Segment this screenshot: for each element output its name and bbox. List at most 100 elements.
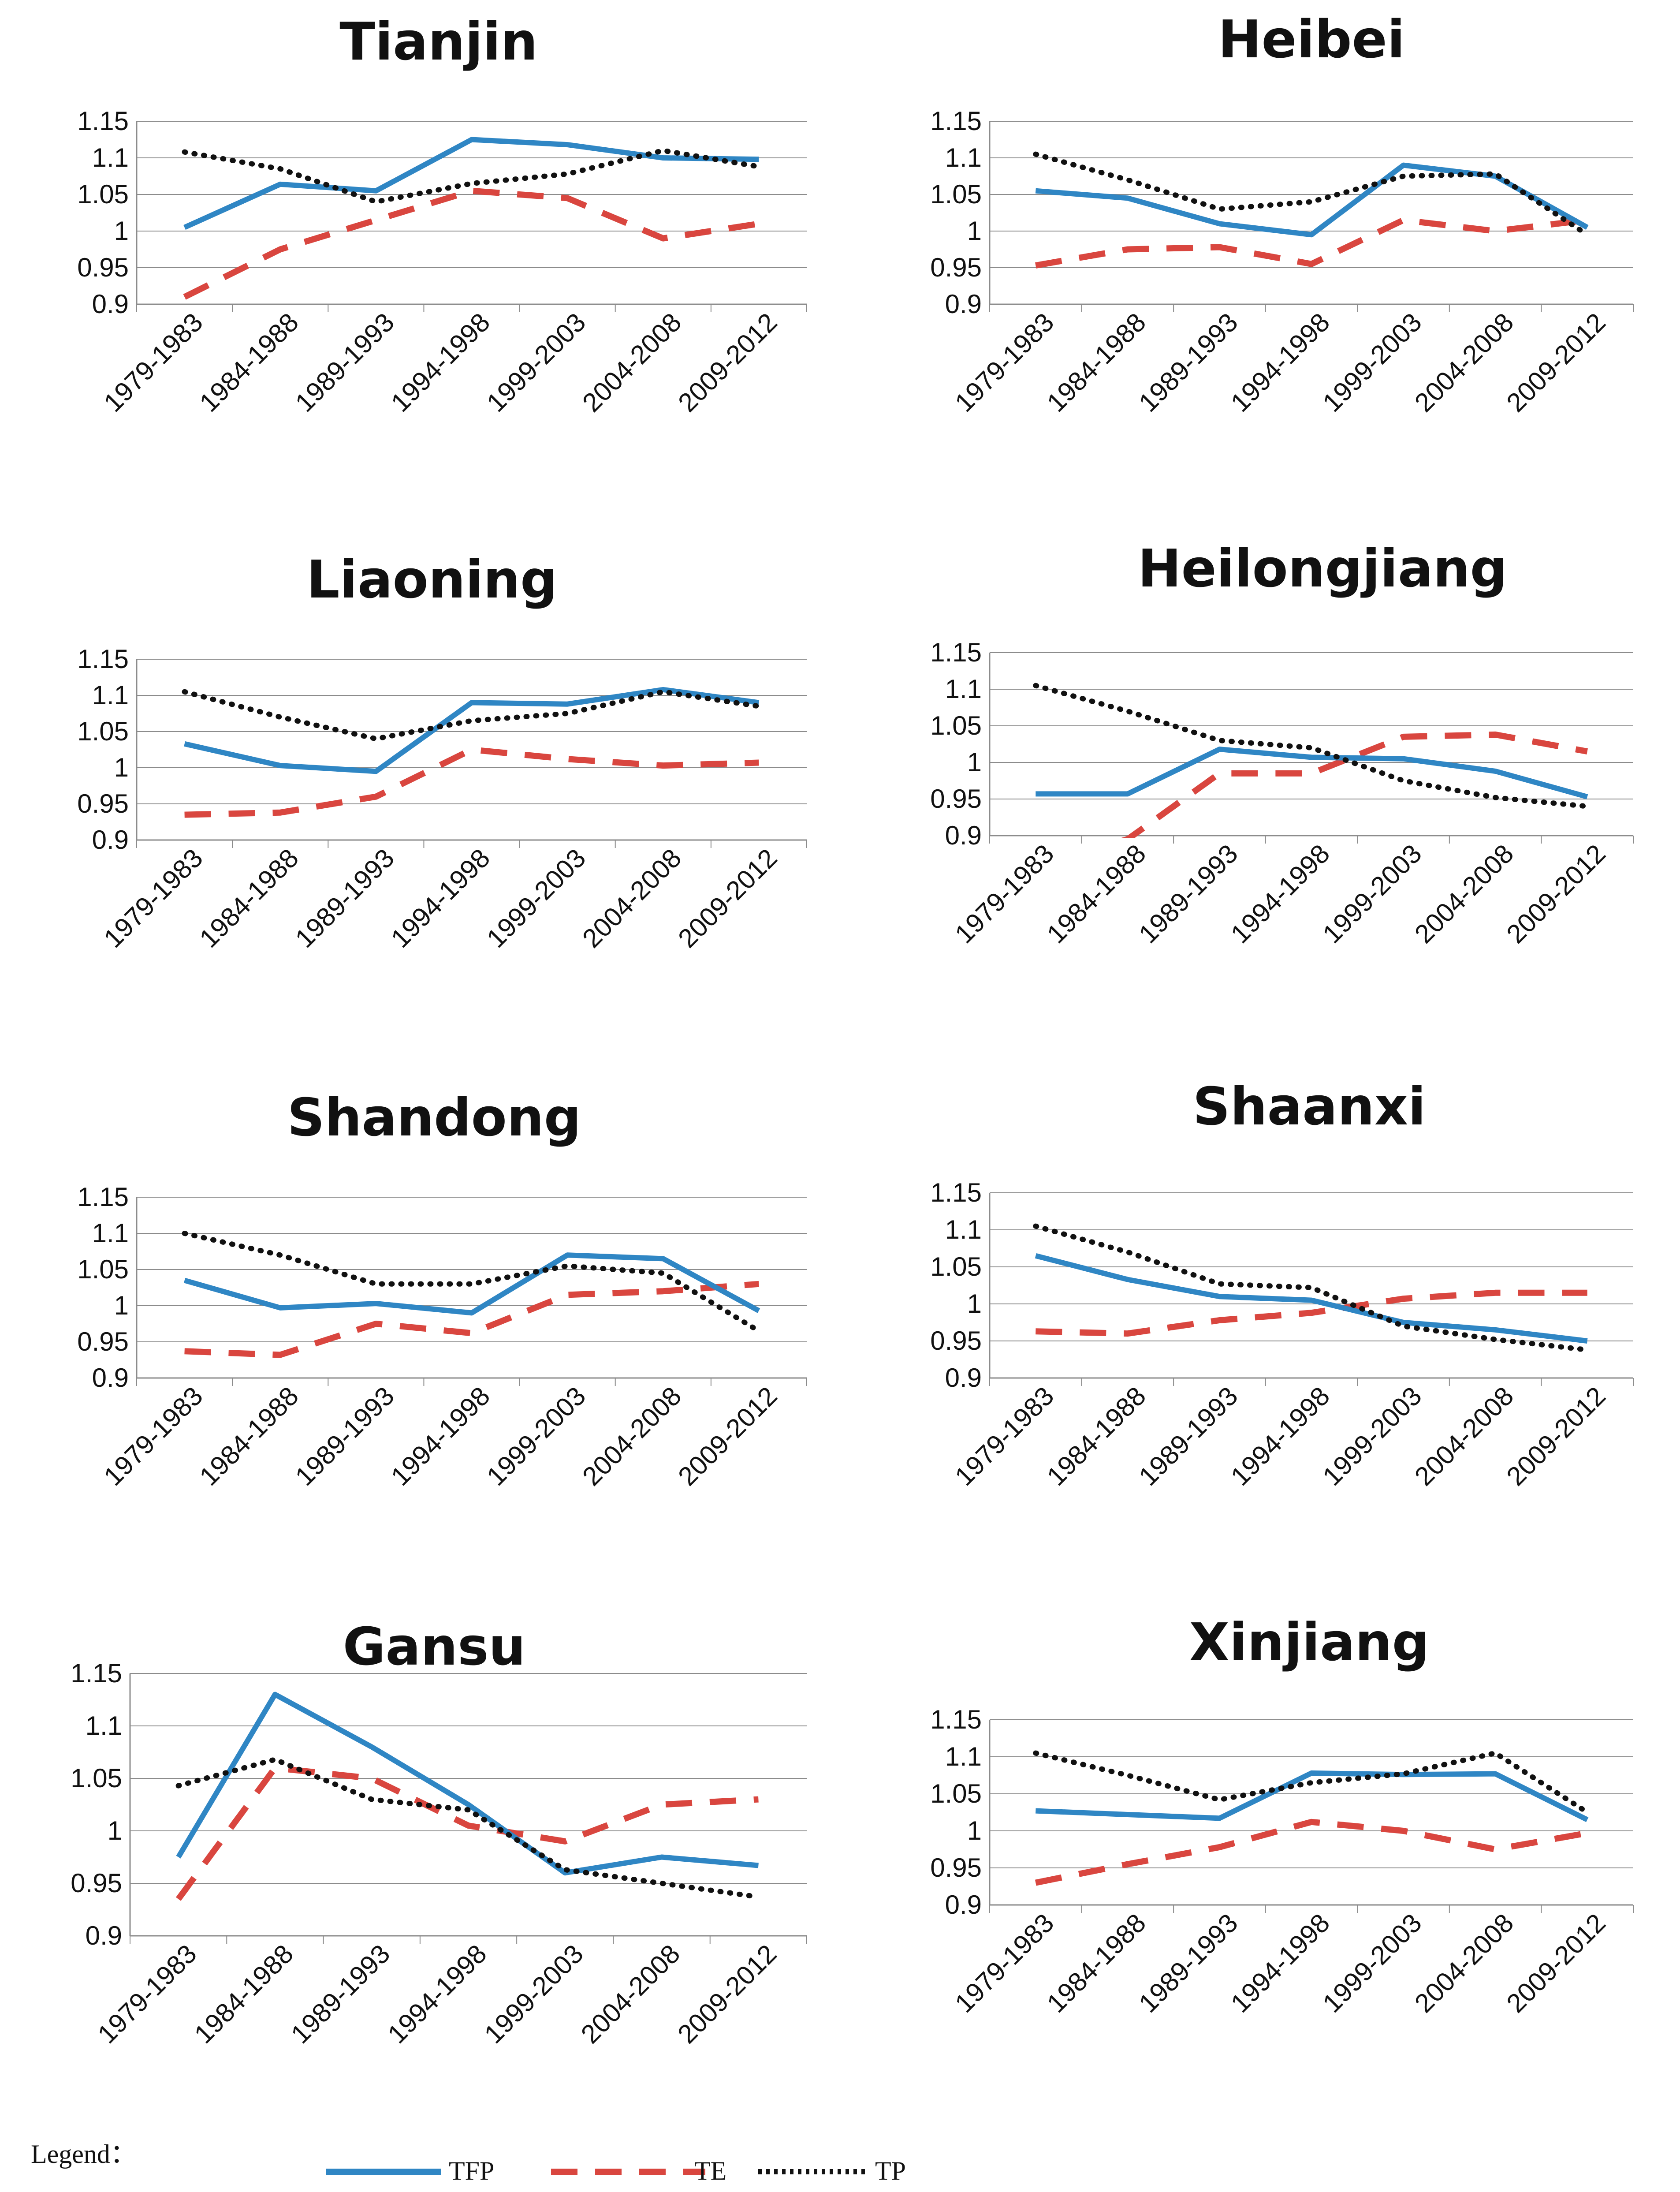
series-line-tfp (184, 687, 760, 774)
x-tick-label: 1994-1998 (1225, 1908, 1335, 2018)
x-tick-label: 1984-1988 (1041, 307, 1151, 418)
chart-heilongjiang: Heilongjiang 0.9 0.95 1 1.05 1.1 1.15 1979-1983… (930, 538, 1634, 949)
x-tick-label: 1999-2003 (1317, 1381, 1427, 1491)
x-tick-label: 2009-2012 (672, 1381, 782, 1491)
chart-title: Gansu (343, 1616, 526, 1677)
legend-label: Legend： (31, 2140, 137, 2169)
x-tick-label: 2004-2008 (577, 1381, 687, 1491)
x-tick-label: 1989-1993 (290, 1381, 400, 1491)
x-tick-label: 1979-1983 (98, 1381, 208, 1491)
series-line-tp (175, 1757, 761, 1900)
x-tick-label: 1984-1988 (189, 1939, 299, 2049)
chart-tianjin: Tianjin 0.9 0.95 1 1.05 1.1 1.15 1979-19831984-… (77, 11, 807, 418)
chart-panels: Tianjin0.90.9511.051.11.151979-19831984-… (71, 9, 1634, 2049)
y-tick-label: 1.05 (77, 179, 129, 209)
x-tick-label: 2004-2008 (577, 307, 687, 418)
x-tick-label: 1984-1988 (194, 307, 304, 418)
y-tick-label: 1.1 (86, 1711, 122, 1740)
chart-gansu: Gansu 0.9 0.95 1 1.05 1.1 1.15 1979-19831984-19… (71, 1616, 807, 2049)
y-tick-label: 1.05 (930, 1779, 982, 1808)
x-tick-label: 1979-1983 (949, 1381, 1059, 1491)
series-line-tp (182, 689, 762, 742)
x-tick-label: 1989-1993 (290, 307, 400, 418)
y-tick-label: 1 (967, 216, 982, 246)
chart-title: Tianjin (339, 11, 537, 72)
y-tick-label: 1 (967, 747, 982, 777)
chart-shaanxi: Shaanxi 0.9 0.95 1 1.05 1.1 1.15 1979-19831984-… (930, 1076, 1634, 1491)
y-tick-label: 0.95 (930, 253, 982, 282)
x-tick-label: 1999-2003 (1317, 1908, 1427, 2018)
y-tick-label: 1 (967, 1289, 982, 1318)
x-tick-label: 1979-1983 (98, 843, 208, 953)
x-tick-label: 2004-2008 (575, 1939, 685, 2049)
legend: Legend： TFP TE TP (31, 2140, 906, 2185)
chart-title: Xinjiang (1189, 1612, 1429, 1673)
x-tick-label: 1994-1998 (1225, 839, 1335, 949)
x-tick-label: 1994-1998 (1225, 307, 1335, 418)
y-tick-label: 1 (114, 753, 129, 782)
y-tick-label: 1.1 (945, 1742, 982, 1771)
y-tick-label: 0.9 (92, 825, 129, 855)
chart-xinjiang: Xinjiang 0.9 0.95 1 1.05 1.1 1.15 1979-19831984… (930, 1612, 1634, 2018)
x-tick-label: 2009-2012 (1501, 1908, 1611, 2018)
series-line-te (1035, 217, 1588, 269)
x-tick-label: 1984-1988 (1041, 1381, 1151, 1491)
x-tick-label: 1989-1993 (1133, 1908, 1243, 2018)
chart-title: Shandong (287, 1087, 581, 1148)
x-tick-label: 2004-2008 (1409, 1908, 1519, 2018)
y-tick-label: 1.1 (92, 1218, 129, 1248)
y-tick-label: 0.9 (945, 1363, 982, 1393)
y-tick-label: 1 (114, 1291, 129, 1320)
x-tick-label: 1979-1983 (949, 839, 1059, 949)
y-tick-label: 1.05 (77, 717, 129, 746)
y-tick-label: 1.15 (930, 1178, 982, 1207)
x-tick-label: 2009-2012 (672, 843, 782, 953)
y-tick-label: 1.05 (930, 711, 982, 740)
y-tick-label: 1.1 (945, 1215, 982, 1244)
series-line-tfp (176, 1692, 759, 1876)
y-tick-label: 0.95 (930, 1326, 982, 1356)
legend-tfp-label: TFP (449, 2156, 494, 2185)
legend-tp-label: TP (875, 2156, 906, 2185)
x-tick-label: 1999-2003 (1317, 839, 1427, 949)
x-tick-label: 2004-2008 (1409, 307, 1519, 418)
y-tick-label: 1.05 (930, 179, 982, 209)
x-tick-label: 2009-2012 (1501, 1381, 1611, 1491)
series-line-te (183, 187, 760, 300)
y-tick-label: 1.1 (945, 674, 982, 704)
series-line-te (184, 1281, 759, 1358)
y-tick-label: 1.05 (77, 1255, 129, 1284)
y-tick-label: 1.05 (71, 1763, 122, 1793)
y-tick-label: 1.15 (77, 1182, 129, 1212)
series-line-te (175, 1765, 759, 1901)
x-tick-label: 2009-2012 (1501, 839, 1611, 949)
x-tick-label: 1979-1983 (98, 307, 208, 418)
y-tick-label: 1 (114, 216, 129, 246)
y-tick-label: 0.9 (945, 1890, 982, 1919)
series-line-tfp (1036, 747, 1588, 799)
x-tick-label: 1989-1993 (1133, 839, 1243, 949)
y-tick-label: 0.9 (945, 821, 982, 850)
y-tick-label: 1.15 (77, 106, 129, 136)
x-tick-label: 1979-1983 (949, 307, 1059, 418)
x-tick-label: 2009-2012 (1501, 307, 1611, 418)
x-tick-label: 1994-1998 (385, 1381, 495, 1491)
y-tick-label: 1.1 (945, 143, 982, 172)
series-line-tfp (1035, 162, 1589, 238)
y-tick-label: 0.9 (945, 289, 982, 319)
y-tick-label: 1.15 (77, 644, 129, 674)
x-tick-label: 1989-1993 (1133, 307, 1243, 418)
series-line-tp (1033, 1750, 1590, 1815)
chart-shandong: Shandong 0.9 0.95 1 1.05 1.1 1.15 1979-19831984… (77, 1087, 807, 1491)
series-line-tp (1033, 151, 1590, 238)
series-line-tp (182, 1231, 762, 1334)
series-line-te (1036, 1289, 1587, 1337)
x-tick-label: 1989-1993 (1133, 1381, 1243, 1491)
y-tick-label: 1.1 (92, 680, 129, 710)
x-tick-label: 1979-1983 (949, 1908, 1059, 2018)
x-tick-label: 1984-1988 (194, 1381, 304, 1491)
chart-liaoning: Liaoning 0.9 0.95 1 1.05 1.1 1.15 1979-19831984… (77, 549, 807, 953)
x-tick-label: 2004-2008 (577, 843, 687, 953)
series-line-te (1035, 1819, 1588, 1886)
